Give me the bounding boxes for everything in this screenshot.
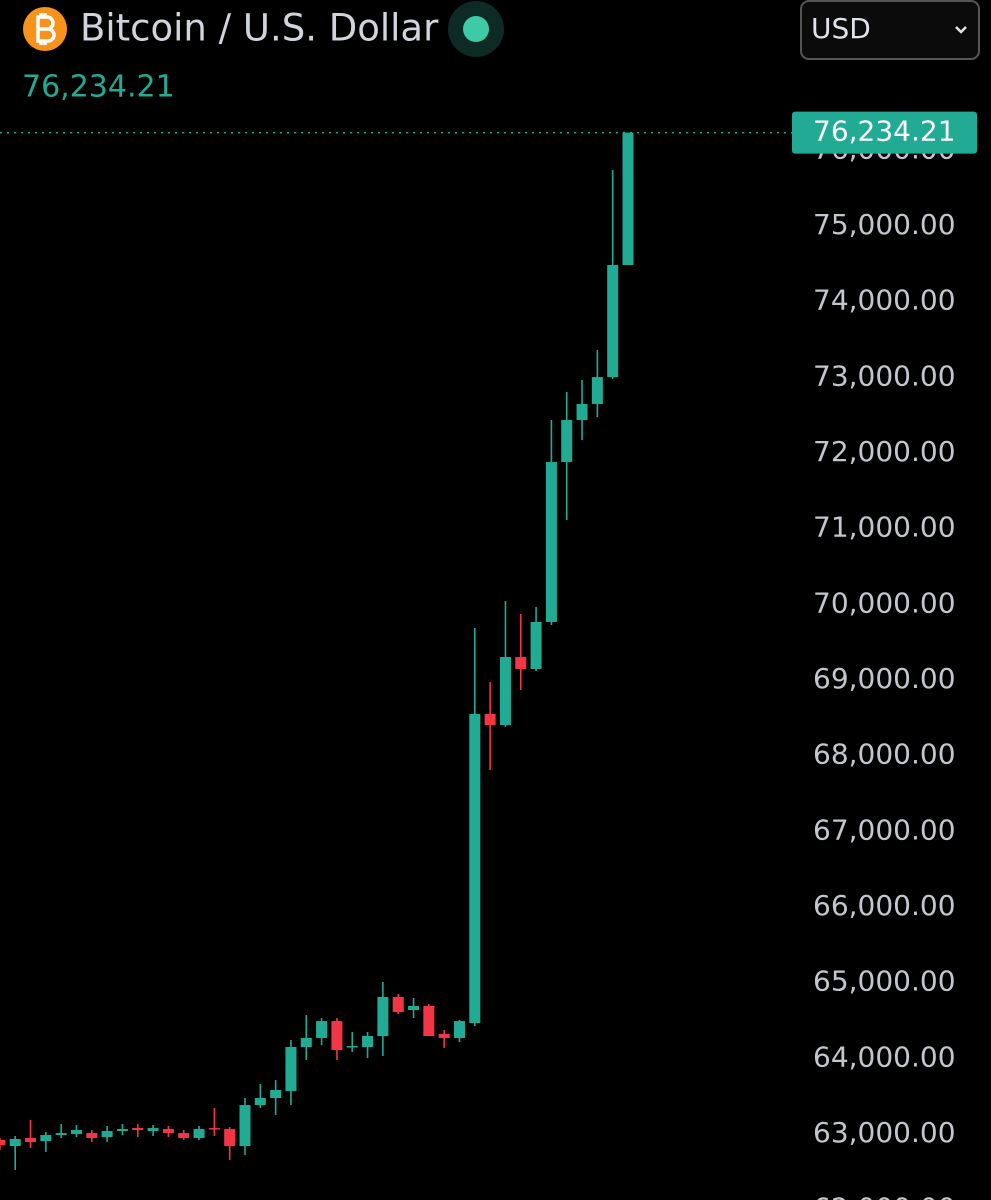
candle-body — [484, 713, 496, 726]
candle-body — [178, 1133, 190, 1139]
y-tick-label: 67,000.00 — [813, 813, 956, 846]
candle-body — [193, 1129, 205, 1139]
y-tick-label: 68,000.00 — [813, 738, 956, 771]
candle-body — [9, 1139, 21, 1147]
candle-body — [438, 1033, 450, 1038]
dropdown-arrow[interactable] — [955, 26, 967, 34]
y-tick-label: 66,000.00 — [813, 889, 956, 922]
last-price-tag — [792, 111, 977, 154]
y-tick-label: 71,000.00 — [813, 511, 956, 544]
candle-body — [86, 1133, 98, 1139]
currency-value[interactable]: USD — [811, 12, 871, 45]
last-price-tag-label: 76,234.21 — [813, 115, 956, 148]
last-price: 76,234.21 — [22, 70, 175, 105]
y-tick-label: 62,000.00 — [813, 1192, 956, 1200]
currency-select[interactable] — [800, 0, 980, 60]
status-dot — [463, 16, 489, 42]
candle-body — [40, 1135, 52, 1142]
plot-area: 62,000.00 63,000.00 64,000.00 65,000.00 66,0… — [0, 111, 977, 1200]
candle-body — [239, 1105, 251, 1147]
candle-body — [147, 1128, 159, 1131]
candle-body — [162, 1129, 174, 1134]
candle-body — [408, 1005, 420, 1011]
y-tick-label: 72,000.00 — [813, 435, 956, 468]
candle-body — [591, 377, 603, 404]
y-tick-label: 63,000.00 — [813, 1116, 956, 1149]
y-tick-label: 73,000.00 — [813, 359, 956, 392]
candle-body — [607, 264, 619, 378]
candle-body — [254, 1098, 266, 1106]
candle-body — [622, 132, 634, 265]
candle-body — [270, 1089, 282, 1099]
candle-body — [377, 996, 389, 1037]
candle-body — [25, 1138, 37, 1143]
candle-body — [55, 1133, 67, 1136]
header: Bitcoin / U.S. Dollar 76,234.21 USD — [22, 0, 980, 105]
candle-body — [346, 1046, 358, 1048]
candle-body — [576, 403, 588, 421]
y-tick-label: 64,000.00 — [813, 1040, 956, 1073]
candle-body — [285, 1047, 297, 1092]
symbol-title: Bitcoin / U.S. Dollar — [80, 7, 439, 50]
candle-body — [453, 1021, 465, 1038]
candle-body — [530, 621, 542, 669]
y-tick-label: 74,000.00 — [813, 284, 956, 317]
candle-body — [561, 420, 573, 463]
candle-body — [116, 1129, 128, 1131]
candle-body — [224, 1129, 236, 1147]
candle-body — [331, 1021, 343, 1051]
candle-body — [392, 996, 404, 1013]
candle-body — [362, 1036, 374, 1048]
candle-body — [316, 1021, 328, 1038]
candle-body — [469, 713, 481, 1024]
candle-body — [300, 1037, 312, 1048]
y-tick-label: 70,000.00 — [813, 586, 956, 619]
candle-body — [70, 1130, 82, 1135]
candle-body — [499, 657, 511, 726]
candle-body — [515, 657, 527, 669]
candle-body — [208, 1128, 220, 1130]
y-tick-label: 75,000.00 — [813, 208, 956, 241]
y-tick-label: 65,000.00 — [813, 965, 956, 998]
bitcoin-glyph — [36, 13, 56, 45]
candle-body — [545, 462, 557, 622]
candle-body — [132, 1128, 144, 1131]
y-tick-label: 69,000.00 — [813, 662, 956, 695]
candle-body — [423, 1005, 435, 1037]
candle-body — [0, 1139, 6, 1145]
candle-body — [101, 1130, 113, 1138]
